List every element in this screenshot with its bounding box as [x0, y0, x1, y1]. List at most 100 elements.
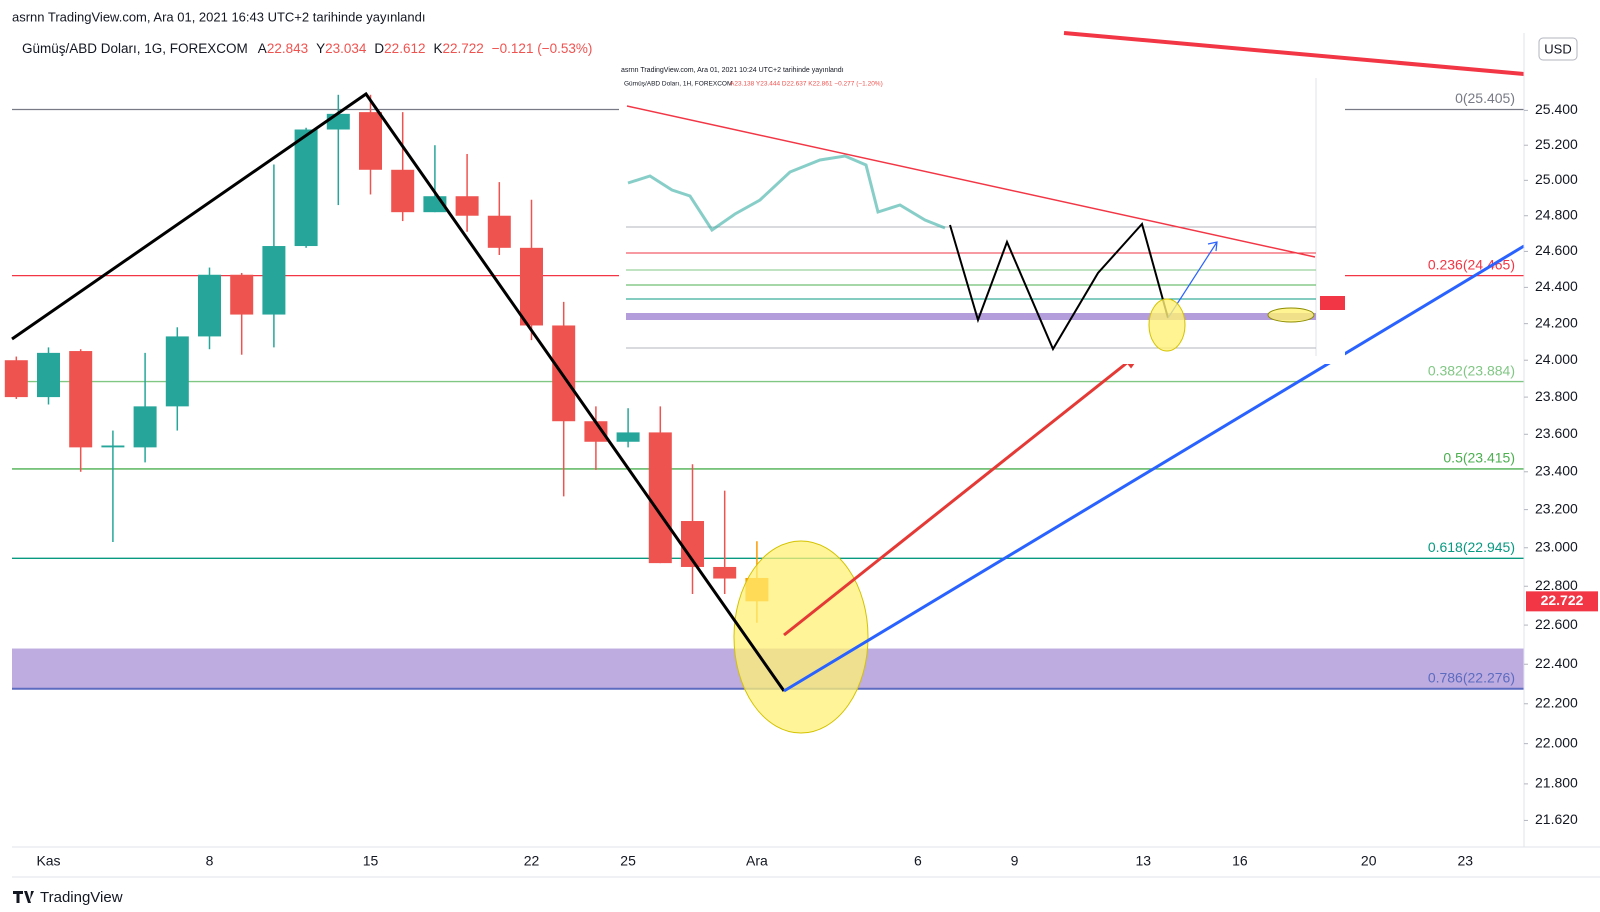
y-tick-label: 24.200	[1535, 314, 1578, 330]
logo: TradingView	[13, 889, 123, 906]
y-tick-label: 22.000	[1535, 734, 1578, 750]
candle-body	[294, 129, 318, 247]
x-tick-label: 25	[620, 853, 636, 869]
candle-body	[101, 445, 125, 448]
candle-body	[37, 352, 60, 398]
ohlc-value: 22.722	[442, 41, 483, 56]
inset-zigzag	[949, 221, 1169, 352]
ohlc-prefix: D	[374, 41, 384, 56]
highlight-ellipse	[733, 540, 869, 734]
symbol: Gümüş/ABD Doları, 1G, FOREXCOM	[22, 41, 248, 56]
candle-body	[69, 351, 93, 448]
inset-title: asrnn TradingView.com, Ara 01, 2021 10:2…	[621, 67, 844, 74]
x-tick-label: Ara	[746, 853, 768, 869]
fib-label: 0.618(22.945)	[1428, 539, 1515, 555]
y-tick-label: 21.800	[1535, 775, 1578, 791]
y-tick-label: 24.600	[1535, 242, 1578, 258]
candle-layer	[4, 94, 769, 623]
x-tick-label: 20	[1361, 853, 1377, 869]
axis-layer: 21.620 21.800 22.000 22.200 22.400 22.600 22.8…	[36, 101, 1598, 869]
inset-price-trace	[627, 154, 946, 233]
inset-trend-line	[626, 105, 1316, 258]
y-tick-label: 24.000	[1535, 351, 1578, 367]
inset-price-box	[1320, 296, 1345, 310]
candle-body	[326, 113, 350, 130]
candle-body	[230, 274, 254, 315]
fib-label: 0.786(22.276)	[1428, 669, 1515, 685]
trend-line	[1063, 31, 1525, 76]
projection-line	[783, 244, 1525, 693]
y-tick-label: 24.800	[1535, 206, 1578, 222]
candle-body	[681, 521, 704, 567]
currency: USD	[1544, 41, 1571, 56]
change: −0.121 (−0.53%)	[492, 41, 593, 56]
inset-ohlc: A23.138 Y23.444 D22.637 K22.861 −0.277 (…	[730, 81, 883, 88]
x-tick-label: 6	[914, 853, 922, 869]
candle-body	[520, 247, 543, 326]
ohlc-prefix: K	[433, 41, 442, 56]
inset-arrow-head	[1207, 241, 1218, 252]
zigzag-line	[11, 91, 786, 692]
candle-body	[133, 406, 157, 448]
y-tick-label: 23.600	[1535, 425, 1578, 441]
x-tick-label: 16	[1232, 853, 1248, 869]
arrow-line	[783, 360, 1129, 637]
y-tick-label: 21.620	[1535, 811, 1578, 827]
y-tick-label: 23.200	[1535, 500, 1578, 516]
publish-title: asrnn TradingView.com, Ara 01, 2021 16:4…	[12, 9, 426, 24]
candle-body	[4, 360, 28, 398]
y-tick-label: 22.800	[1535, 577, 1578, 593]
candle-body	[713, 566, 737, 579]
x-tick-label: 22	[524, 853, 540, 869]
fib-label: 0.236(24.465)	[1428, 256, 1515, 272]
logo-mark	[13, 891, 34, 903]
candle-body	[584, 421, 608, 442]
x-tick-label: 13	[1136, 853, 1152, 869]
fib-label: 0.5(23.415)	[1443, 450, 1515, 466]
inset-ellipse	[1267, 307, 1315, 323]
y-tick-label: 24.400	[1535, 278, 1578, 294]
candle-body	[648, 432, 672, 564]
y-tick-label: 23.400	[1535, 462, 1578, 478]
price-box-label: 22.722	[1541, 592, 1584, 608]
candle-body	[391, 169, 415, 213]
candle-body	[262, 246, 286, 315]
candle-body	[552, 325, 576, 422]
candle-body	[198, 274, 221, 337]
candle-body	[359, 112, 382, 170]
fib-label: 0.382(23.884)	[1428, 362, 1515, 378]
candle-body	[487, 215, 511, 248]
ohlc-value: 22.612	[384, 41, 425, 56]
ohlc-value: 22.843	[267, 41, 308, 56]
fib-label: 0(25.405)	[1455, 90, 1515, 106]
price-box	[1526, 591, 1598, 612]
y-tick-label: 22.400	[1535, 655, 1578, 671]
candle-body	[616, 432, 640, 442]
y-tick-label: 22.200	[1535, 694, 1578, 710]
x-tick-label: 9	[1011, 853, 1019, 869]
level-layer: 0(25.405) 0.236(24.465) 0.382(23.884) 0.5(2…	[12, 90, 1524, 690]
x-tick-label: 23	[1458, 853, 1474, 869]
inset: asrnn TradingView.com, Ara 01, 2021 10:2…	[619, 64, 1345, 364]
symbol-line: Gümüş/ABD Doları, 1G, FOREXCOM A22.843 Y23…	[22, 41, 592, 56]
x-tick-label: 8	[206, 853, 214, 869]
y-tick-label: 23.800	[1535, 388, 1578, 404]
ohlc-value: 23.034	[325, 41, 367, 56]
inset-symbol: Gümüş/ABD Doları, 1H, FOREXCOM	[624, 81, 732, 88]
y-tick-label: 23.000	[1535, 538, 1578, 554]
logo-text: TradingView	[40, 889, 123, 906]
y-tick-label: 25.400	[1535, 101, 1578, 117]
y-tick-label: 22.600	[1535, 616, 1578, 632]
ohlc-prefix: A	[258, 41, 267, 56]
currency-box	[1538, 37, 1578, 61]
candle-body	[165, 336, 189, 407]
y-tick-label: 25.200	[1535, 136, 1578, 152]
inset-band	[626, 313, 1316, 320]
inset-ellipse	[1148, 298, 1186, 352]
x-tick-label: Kas	[36, 853, 60, 869]
y-tick-label: 25.000	[1535, 171, 1578, 187]
ohlc-prefix: Y	[316, 41, 325, 56]
x-tick-label: 15	[363, 853, 379, 869]
